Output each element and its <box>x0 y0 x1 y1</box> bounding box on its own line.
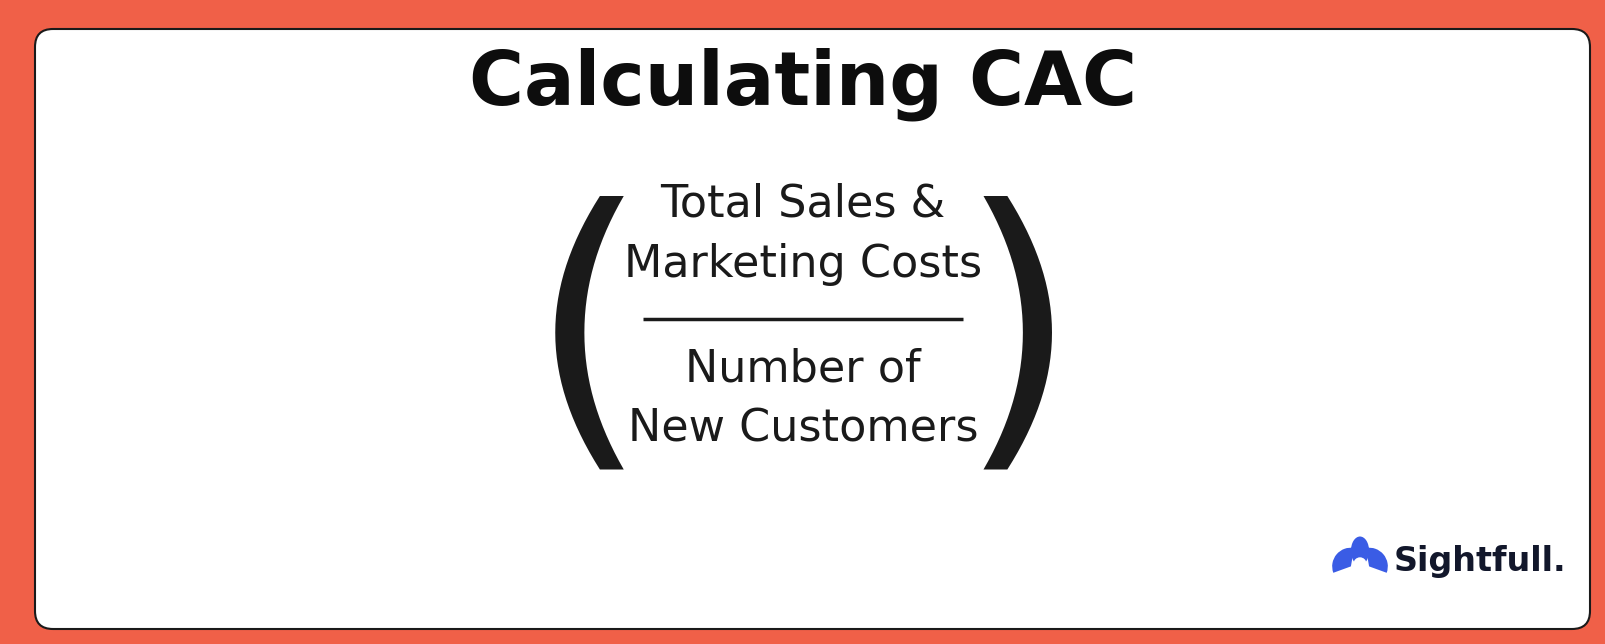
Ellipse shape <box>1353 557 1366 571</box>
Text: Number of
New Customers: Number of New Customers <box>628 348 977 451</box>
FancyBboxPatch shape <box>35 29 1589 629</box>
Wedge shape <box>1364 547 1387 573</box>
Ellipse shape <box>1350 536 1367 565</box>
Text: ): ) <box>958 196 1077 493</box>
Wedge shape <box>1332 547 1353 573</box>
Text: Sightfull.: Sightfull. <box>1393 545 1565 578</box>
Text: (: ( <box>528 196 647 493</box>
Text: Calculating CAC: Calculating CAC <box>469 47 1136 121</box>
Text: Total Sales &
Marketing Costs: Total Sales & Marketing Costs <box>624 182 981 285</box>
